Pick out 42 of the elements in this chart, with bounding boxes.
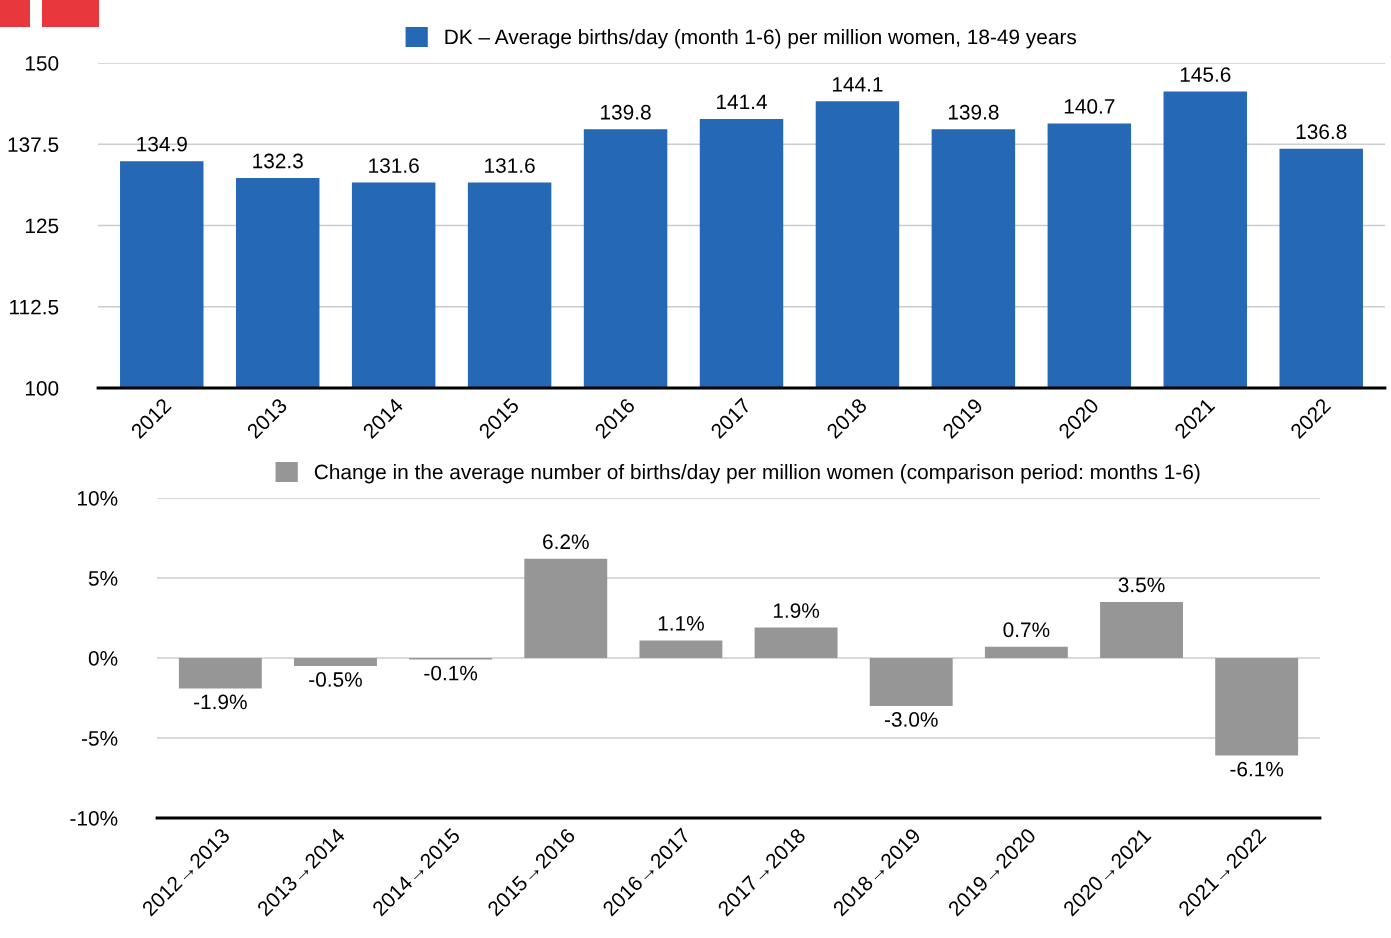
data-label: 0.7% — [1003, 622, 1050, 638]
data-label: 1.9% — [773, 603, 820, 618]
bar — [1215, 658, 1299, 756]
data-label: 139.8 — [948, 104, 999, 120]
y-tick-label: 5% — [88, 571, 118, 586]
bar — [178, 658, 262, 689]
legend-label: DK – Average births/day (month 1-6) per million women, 18-49 years — [445, 29, 1077, 49]
y-tick-label: 0% — [88, 651, 118, 666]
data-label: 131.6 — [485, 158, 535, 173]
y-tick-label: -5% — [81, 731, 118, 746]
y-tick-label: 150 — [25, 56, 59, 71]
data-label: 132.3 — [253, 153, 303, 169]
legend-label: Change in the average number of births/day per million women (comparison period: months 1-6) — [314, 464, 1200, 484]
y-tick-label: -10% — [70, 811, 118, 826]
data-label: 145.6 — [1180, 67, 1231, 82]
data-label: -3.0% — [884, 712, 938, 727]
y-tick-label: 100 — [25, 381, 59, 396]
bar — [1100, 602, 1183, 658]
y-tick-label: 137.5 — [8, 137, 59, 152]
y-tick-label: 10% — [78, 491, 118, 506]
bar — [524, 558, 608, 658]
data-label: -0.1% — [424, 665, 478, 681]
data-label: 1.1% — [658, 616, 704, 631]
data-label: 139.8 — [601, 104, 651, 120]
data-label: 136.8 — [1296, 124, 1347, 140]
bar — [639, 640, 723, 658]
data-label: 140.7 — [1064, 99, 1115, 114]
data-label: 134.9 — [137, 136, 187, 152]
data-label: 144.1 — [832, 77, 883, 92]
bar — [984, 646, 1068, 658]
bar — [869, 658, 953, 706]
data-label: 3.5% — [1118, 577, 1165, 593]
bar — [294, 658, 377, 666]
data-label: -6.1% — [1230, 761, 1284, 777]
data-label: 141.4 — [717, 94, 767, 110]
y-tick-label: 125 — [25, 218, 59, 234]
data-label: 6.2% — [543, 534, 589, 550]
y-tick-label: 112.5 — [10, 299, 59, 315]
data-label: -0.5% — [309, 672, 362, 687]
data-label: -1.9% — [194, 694, 247, 710]
data-label: 131.6 — [369, 158, 419, 173]
bar — [754, 627, 838, 658]
